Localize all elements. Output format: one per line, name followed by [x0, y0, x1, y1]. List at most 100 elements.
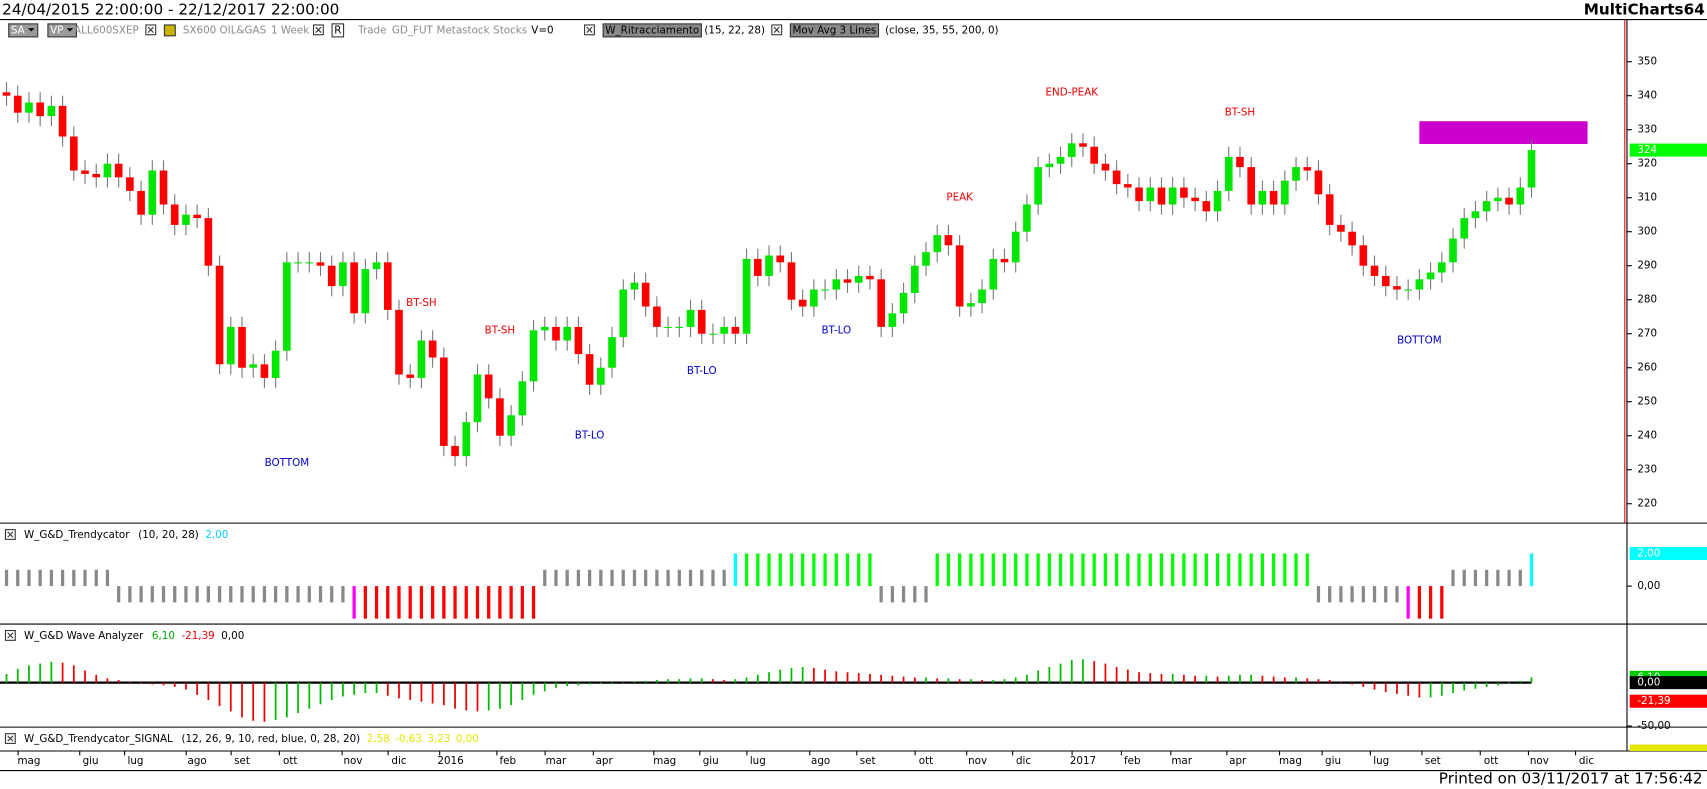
wave-bar: [880, 674, 883, 683]
candle-body: [92, 173, 101, 178]
trend-bar: [991, 553, 995, 587]
trend-bar: [83, 569, 87, 587]
candle-body: [25, 102, 33, 113]
wave-bar: [398, 682, 400, 699]
wave-bar: [756, 674, 759, 683]
trend-bar: [206, 586, 211, 603]
candle-body: [843, 279, 852, 283]
trend-bar: [576, 569, 581, 587]
checkbox-x: [773, 26, 780, 33]
wave-bar: [678, 679, 681, 683]
candle-body: [182, 214, 190, 225]
wave-bar: [72, 665, 75, 683]
trend-bar: [1316, 586, 1321, 603]
trend-bar: [453, 586, 457, 619]
annotation: BT-LO: [821, 324, 851, 336]
candle-body: [462, 422, 471, 457]
candle-body: [955, 245, 964, 307]
indicator-value: 0,00: [456, 733, 479, 745]
toolbar-button: [331, 23, 345, 38]
candle-body: [47, 105, 56, 117]
wave-bar: [1216, 676, 1219, 683]
wave-bar: [1440, 682, 1443, 696]
candle-body: [709, 333, 717, 335]
candle-body: [675, 326, 684, 328]
dropdown: [66, 28, 74, 32]
wave-bar: [465, 682, 468, 711]
y-tick-label: 220: [1637, 498, 1657, 510]
wave-bar: [532, 682, 535, 695]
checkbox-x: [7, 632, 14, 639]
wave-bar: [151, 682, 154, 685]
candle-body: [1415, 279, 1424, 290]
annotation: BT-SH: [406, 297, 437, 309]
value-tag-label: 0,00: [1637, 677, 1660, 689]
trend-bar: [195, 586, 199, 603]
trend-bar: [173, 586, 177, 603]
wave-bar: [252, 682, 255, 721]
trend-bar: [386, 586, 390, 619]
trend-bar: [1204, 553, 1208, 587]
x-tick-label: nov: [344, 755, 363, 767]
wave-bar: [342, 682, 344, 697]
indicator-name: W_G&D_Trendycator_SIGNAL: [24, 733, 173, 745]
trend-bar: [1529, 553, 1534, 587]
wave-bar: [1093, 660, 1096, 683]
trend-bar: [890, 586, 894, 603]
wave-bar: [835, 671, 838, 683]
candle-body: [1045, 163, 1054, 168]
trend-bar: [812, 553, 816, 587]
y-tick-label: 320: [1637, 158, 1657, 170]
wave-bar: [207, 682, 210, 701]
candle-body: [619, 289, 628, 338]
x-tick-label: 2016: [437, 755, 463, 767]
wave-bar: [1418, 682, 1421, 698]
wave-bar: [330, 682, 333, 701]
wave-bar: [981, 680, 983, 683]
candle-body: [440, 357, 448, 446]
trend-bar: [1137, 553, 1141, 587]
candle-body: [821, 289, 829, 291]
candle-body: [1101, 163, 1110, 171]
candle-body: [1269, 190, 1278, 205]
last-price-tag: [1629, 143, 1707, 157]
wave-bar: [1452, 682, 1454, 694]
trend-bar: [621, 569, 625, 587]
candle-body: [1000, 258, 1009, 263]
trend-bar: [1014, 553, 1018, 587]
wave-bar: [1026, 674, 1028, 683]
x-tick-label: feb: [1124, 755, 1141, 767]
trend-bar: [16, 569, 20, 587]
wave-bar: [487, 682, 490, 711]
wave-bar: [891, 675, 894, 683]
trend-bar: [1462, 569, 1466, 587]
trend-bar: [554, 569, 558, 587]
wave-bar: [1194, 675, 1196, 683]
value-tag: [1629, 744, 1707, 752]
wave-bar: [1485, 682, 1488, 687]
trend-bar: [789, 553, 794, 587]
trend-bar: [1182, 553, 1186, 587]
trend-bar: [1350, 586, 1354, 603]
candle-body: [776, 255, 785, 263]
trend-bar: [632, 569, 637, 587]
trend-bar: [778, 553, 782, 587]
x-tick-label: mar: [546, 755, 567, 767]
wave-bar: [902, 676, 905, 683]
candle-body: [1325, 194, 1334, 225]
trend-bar: [1496, 569, 1500, 587]
candle-body: [226, 326, 235, 365]
trend-bar: [262, 586, 267, 603]
trend-bar: [958, 553, 962, 587]
trend-bar: [318, 586, 323, 603]
candle-body: [1236, 156, 1244, 168]
wave-bar: [297, 682, 299, 714]
wave-bar: [409, 682, 412, 701]
x-tick-label: set: [234, 755, 250, 767]
wave-bar: [846, 672, 849, 683]
trend-bar: [1507, 569, 1511, 587]
toolbar-item: VP: [50, 24, 63, 36]
wave-bar: [689, 678, 692, 683]
trend-bar: [1103, 553, 1108, 587]
candle-body: [1393, 286, 1401, 290]
